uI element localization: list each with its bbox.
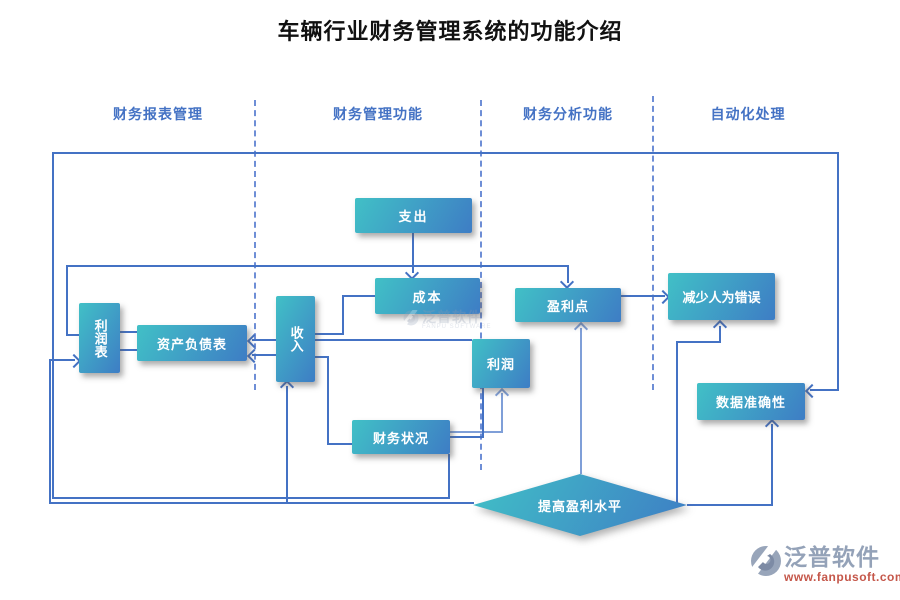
edge-zhichu-chengben <box>412 233 414 273</box>
fanpu-logo-icon <box>403 310 419 326</box>
node-cost: 成本 <box>375 278 480 314</box>
edge-tigao-shuju <box>687 504 773 506</box>
column-divider-1 <box>254 100 256 390</box>
watermark-center-brand: 泛普软件 <box>422 309 482 325</box>
node-income: 收入 <box>288 326 304 352</box>
arrowhead-left-icon <box>804 383 820 399</box>
node-profit-point: 盈利点 <box>515 288 621 322</box>
page-title: 车辆行业财务管理系统的功能介绍 <box>277 19 623 44</box>
arrowhead-down-icon <box>559 274 575 290</box>
node-profit: 利润 <box>472 339 530 388</box>
edge-tigao-shouru-lirunbiao <box>50 502 474 504</box>
arrowhead-up-icon <box>712 319 728 335</box>
watermark-brand: 泛普软件 <box>784 544 880 570</box>
watermark-bottom-right: 泛普软件 www.fanpusoft.com <box>750 544 900 585</box>
node-profit-statement: 利润表 <box>92 318 108 358</box>
arrowhead-up-icon <box>573 321 589 337</box>
edge-lirun-zichanfuzhai <box>252 339 472 341</box>
column-header-finance-analysis: 财务分析功能 <box>523 106 613 122</box>
edge-chengben-shouru <box>343 295 376 297</box>
watermark-center-sub: FANPU SOFTWARE <box>422 324 492 330</box>
fanpu-logo-icon <box>750 545 781 577</box>
arrowhead-left-icon <box>246 348 262 364</box>
node-reduce-human-error: 减少人为错误 <box>668 273 775 320</box>
edge-tigao-jianshao <box>676 341 678 505</box>
column-header-finance-management: 财务管理功能 <box>333 106 423 122</box>
edge-shouru-caiwu <box>314 356 328 358</box>
arrowhead-up-icon <box>279 379 295 395</box>
edge-caiwu-lirun <box>449 431 503 433</box>
arrowhead-left-icon <box>246 333 262 349</box>
arrowhead-up-icon <box>764 418 780 434</box>
edge-shouru-zichanfuzhai <box>252 354 277 356</box>
column-header-automation: 自动化处理 <box>710 106 786 122</box>
node-expenditure: 支出 <box>355 198 472 233</box>
node-data-accuracy: 数据准确性 <box>697 383 805 420</box>
column-header-report-management: 财务报表管理 <box>113 106 203 122</box>
edge-lirunbiao-zichanfuzhai <box>119 331 138 333</box>
watermark-center: 泛普软件 FANPU SOFTWARE <box>403 310 491 330</box>
arrowhead-up-icon <box>494 387 510 403</box>
column-divider-3 <box>652 96 654 390</box>
node-financial-status: 财务状况 <box>352 420 450 454</box>
node-improve-profit-level: 提高盈利水平 <box>473 474 687 536</box>
node-improve-profit-level-wrap: 提高盈利水平 <box>473 474 687 536</box>
edge-tigao-yinglidian <box>580 328 582 474</box>
edge-caiwu-shuju-loop <box>448 454 450 499</box>
edge-lirunbiao-yinglidian <box>67 334 80 336</box>
edge-yinglidian-jianshao <box>621 295 665 297</box>
watermark-url: www.fanpusoft.com <box>784 570 900 585</box>
node-balance-sheet: 资产负债表 <box>137 325 247 361</box>
column-divider-2 <box>480 100 482 470</box>
edge-lirun-caiwu <box>482 388 484 438</box>
